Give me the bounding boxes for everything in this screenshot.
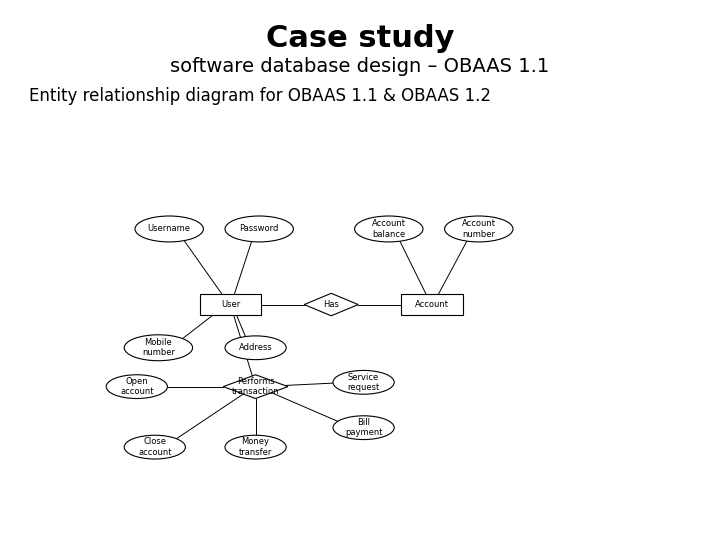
- Text: Username: Username: [148, 225, 191, 233]
- Text: Account: Account: [415, 300, 449, 309]
- Text: Performs
transaction: Performs transaction: [232, 377, 279, 396]
- Ellipse shape: [225, 336, 287, 360]
- Text: Has: Has: [323, 300, 339, 309]
- Text: Close
account: Close account: [138, 437, 171, 457]
- Text: Bill
payment: Bill payment: [345, 418, 382, 437]
- Polygon shape: [305, 293, 359, 316]
- Text: Open
account: Open account: [120, 377, 153, 396]
- Text: Address: Address: [239, 343, 272, 352]
- Text: Password: Password: [240, 225, 279, 233]
- Text: Service
request: Service request: [348, 373, 379, 392]
- Ellipse shape: [125, 435, 186, 459]
- Ellipse shape: [135, 216, 203, 242]
- Ellipse shape: [333, 370, 395, 394]
- Text: Money
transfer: Money transfer: [239, 437, 272, 457]
- Text: Entity relationship diagram for OBAAS 1.1 & OBAAS 1.2: Entity relationship diagram for OBAAS 1.…: [29, 87, 491, 105]
- Text: Mobile
number: Mobile number: [142, 338, 175, 357]
- Text: User: User: [221, 300, 240, 309]
- Ellipse shape: [225, 435, 287, 459]
- Text: Case study: Case study: [266, 24, 454, 53]
- Text: Account
number: Account number: [462, 219, 496, 239]
- Polygon shape: [223, 375, 288, 399]
- Ellipse shape: [355, 216, 423, 242]
- Ellipse shape: [125, 335, 193, 361]
- Ellipse shape: [333, 416, 395, 440]
- Bar: [402, 294, 462, 315]
- Text: software database design – OBAAS 1.1: software database design – OBAAS 1.1: [171, 57, 549, 76]
- Ellipse shape: [445, 216, 513, 242]
- Ellipse shape: [225, 216, 294, 242]
- Bar: [200, 294, 261, 315]
- Text: Account
balance: Account balance: [372, 219, 406, 239]
- Ellipse shape: [107, 375, 167, 399]
